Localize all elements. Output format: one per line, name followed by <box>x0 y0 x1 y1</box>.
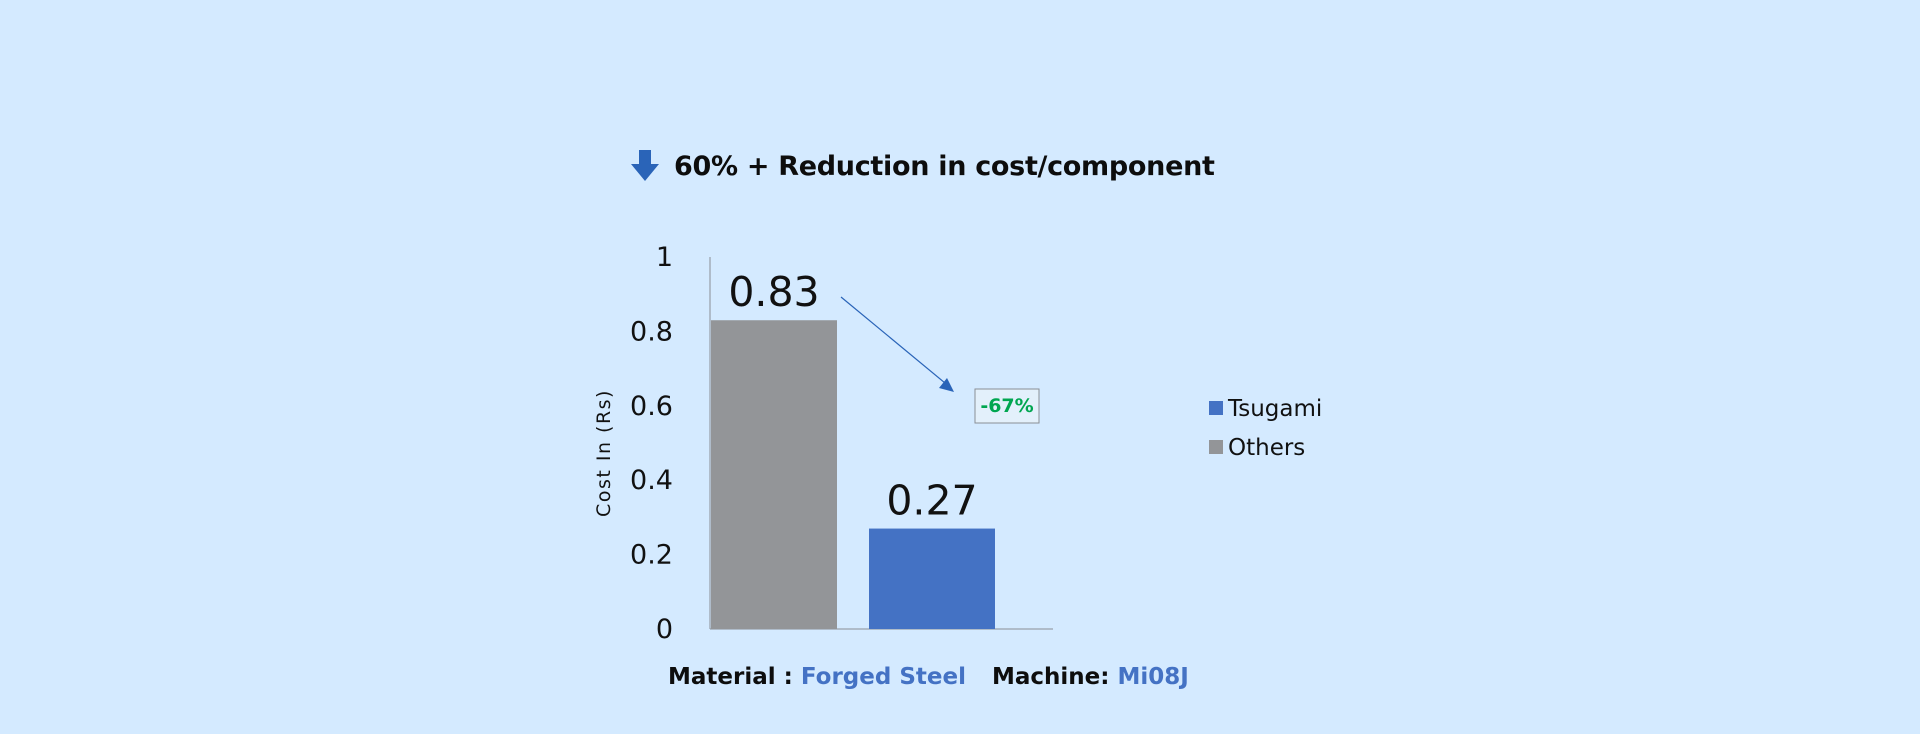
annotation-arrowhead-icon <box>939 378 954 392</box>
data-label-others: 0.83 <box>728 268 819 316</box>
legend-swatch-tsugami <box>1209 401 1223 415</box>
material-label: Material : <box>668 664 793 690</box>
y-axis-title-text: Cost In (Rs) <box>593 389 615 517</box>
material-info: Material : Forged Steel <box>668 664 966 690</box>
legend-label-others: Others <box>1228 435 1305 461</box>
material-value: Forged Steel <box>800 664 966 690</box>
arrow-down-icon <box>631 150 659 181</box>
legend-label-tsugami: Tsugami <box>1227 396 1322 422</box>
legend: Tsugami Others <box>1209 396 1322 461</box>
bar-tsugami <box>869 528 995 629</box>
annotation-arrow-line <box>840 296 946 384</box>
y-tick-label: 0.2 <box>630 540 673 571</box>
legend-swatch-others <box>1209 440 1223 454</box>
headline-text: 60% + Reduction in cost/component <box>674 150 1215 182</box>
y-axis-title: Cost In (Rs) <box>593 389 615 517</box>
y-tick-label: 0.8 <box>630 316 673 347</box>
annotation-badge-text: -67% <box>980 395 1033 417</box>
machine-value: Mi08J <box>1117 664 1189 690</box>
reduction-annotation: -67% <box>840 296 1040 424</box>
y-tick-label: 0 <box>656 614 673 645</box>
y-tick-label: 0.6 <box>630 391 673 422</box>
machine-label: Machine: <box>991 664 1110 690</box>
machine-info: Machine: Mi08J <box>992 664 1189 690</box>
bar-others <box>711 320 837 629</box>
data-label-tsugami: 0.27 <box>886 477 977 525</box>
y-tick-label: 1 <box>656 242 673 273</box>
annotation-badge <box>974 388 1040 424</box>
footer: Material : Forged Steel Machine: Mi08J <box>668 664 1189 690</box>
y-tick-label: 0.4 <box>630 465 673 496</box>
headline: 60% + Reduction in cost/component <box>630 150 1215 182</box>
